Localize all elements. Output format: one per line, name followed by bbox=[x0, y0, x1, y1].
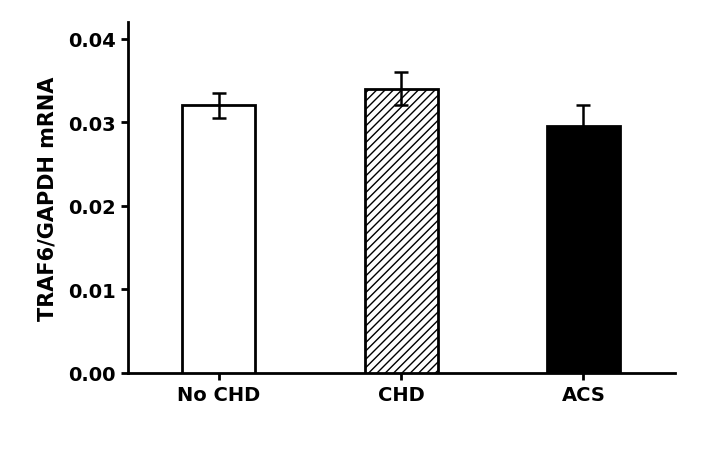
Y-axis label: TRAF6/GAPDH mRNA: TRAF6/GAPDH mRNA bbox=[37, 76, 57, 320]
Bar bbox=[182, 106, 256, 373]
Bar bbox=[547, 127, 620, 373]
Bar bbox=[365, 90, 437, 373]
